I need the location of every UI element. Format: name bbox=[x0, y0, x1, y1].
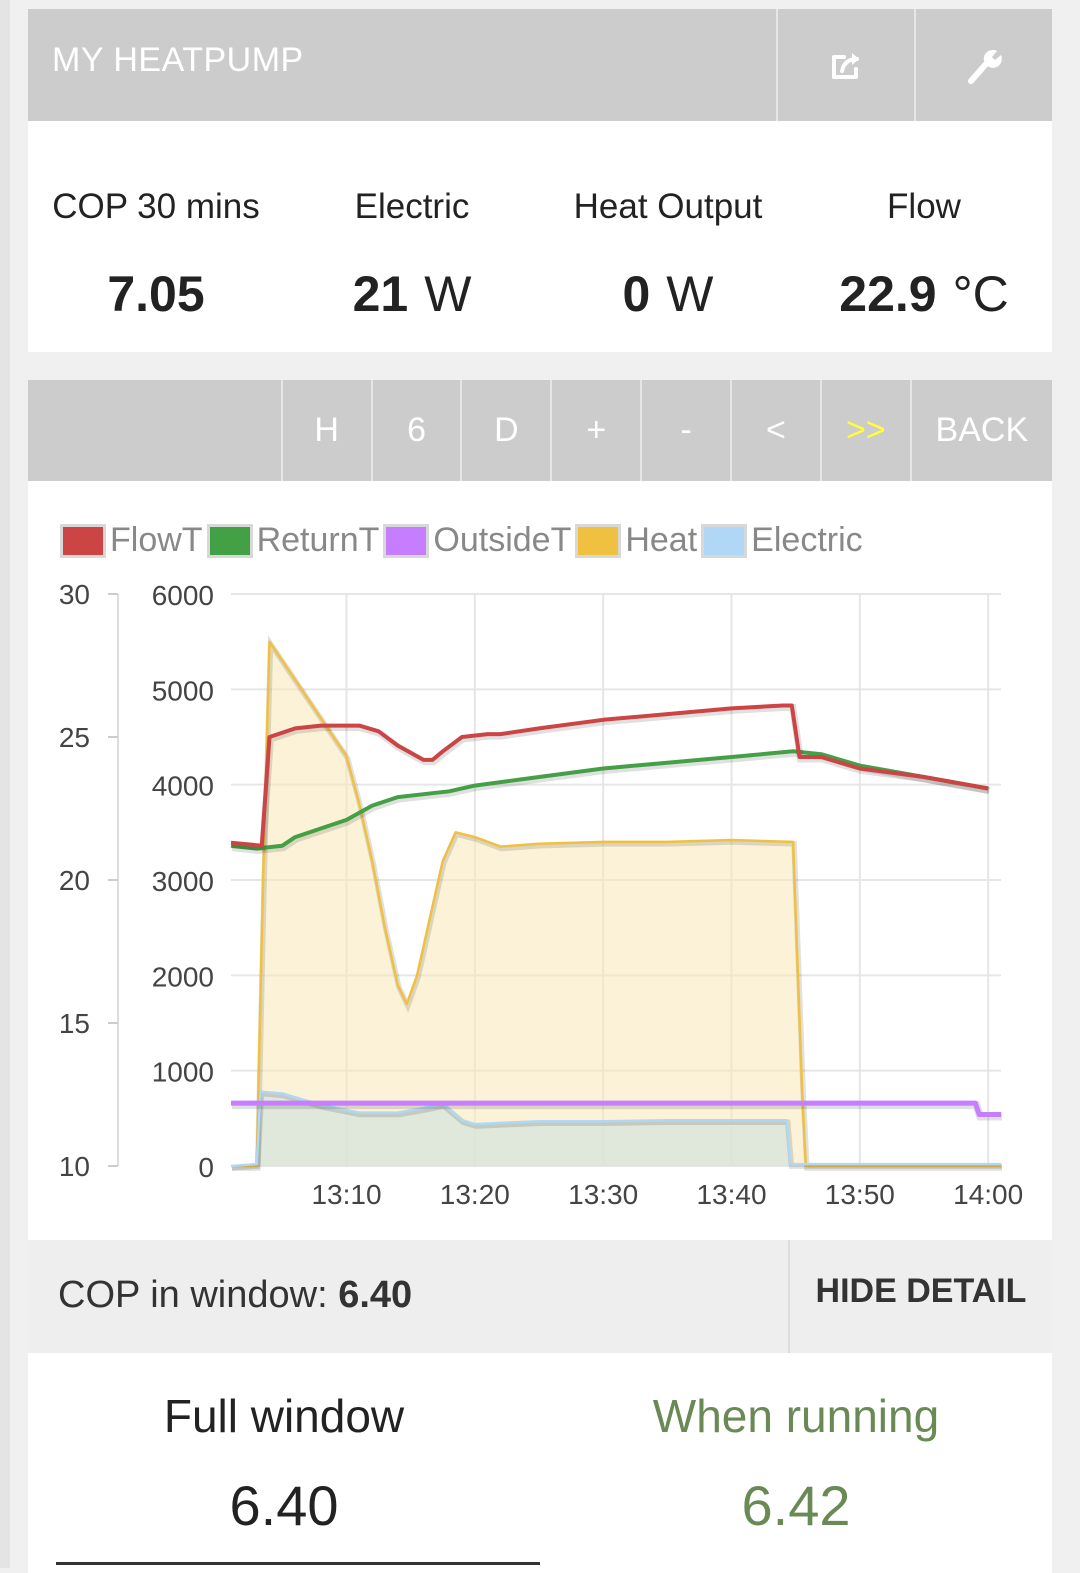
legend-label: OutsideT bbox=[433, 521, 572, 559]
electric-line bbox=[230, 1090, 1001, 1168]
full-window-summary[interactable]: Full window 6.40 bbox=[28, 1353, 540, 1573]
legend-label: FlowT bbox=[110, 521, 203, 559]
y-right-tick-label: 4000 bbox=[152, 771, 214, 802]
legend-item-electric[interactable]: Electric bbox=[701, 521, 863, 560]
page-edge bbox=[0, 0, 10, 1568]
stat-label: Heat Output bbox=[573, 187, 763, 226]
legend-swatch bbox=[206, 523, 253, 558]
y-right-tick-label: 5000 bbox=[152, 675, 214, 706]
heat-line bbox=[231, 640, 1001, 1168]
stat-value: 22.9 °C bbox=[796, 265, 1052, 323]
stat-value: 21 W bbox=[284, 265, 540, 323]
y-left-tick-label: 15 bbox=[59, 1008, 90, 1039]
pan-right-fast-button[interactable]: >> bbox=[819, 380, 910, 481]
y-right-tick-label: 3000 bbox=[152, 866, 214, 897]
y-left-tick-label: 10 bbox=[59, 1151, 90, 1182]
app-header: MY HEATPUMP bbox=[28, 9, 1052, 121]
active-tab-underline bbox=[56, 1562, 540, 1565]
stat-number: 7.05 bbox=[107, 266, 205, 322]
swatch-fill bbox=[209, 526, 250, 555]
legend-swatch bbox=[383, 523, 430, 558]
x-tick-label: 13:50 bbox=[825, 1179, 895, 1210]
settings-button[interactable] bbox=[914, 9, 1052, 121]
legend-item-returnt[interactable]: ReturnT bbox=[206, 521, 380, 560]
stat-unit: °C bbox=[952, 266, 1009, 322]
hide-detail-button[interactable]: HIDE DETAIL bbox=[788, 1240, 1052, 1353]
stat-flow: Flow 22.9 °C bbox=[796, 121, 1052, 352]
full-window-title: Full window bbox=[163, 1390, 405, 1442]
swatch-fill bbox=[63, 526, 103, 555]
swatch-fill bbox=[386, 526, 427, 555]
share-button[interactable] bbox=[776, 9, 914, 121]
legend-label: ReturnT bbox=[256, 521, 380, 559]
heat-area bbox=[231, 641, 1001, 1166]
x-tick-label: 13:40 bbox=[696, 1179, 766, 1210]
outsidet-line bbox=[231, 1100, 1001, 1117]
wrench-icon bbox=[968, 49, 1002, 84]
y-right-tick-label: 2000 bbox=[152, 961, 214, 992]
legend-swatch bbox=[701, 523, 748, 558]
zoom-in-button[interactable]: + bbox=[550, 380, 640, 481]
x-tick-label: 13:20 bbox=[440, 1179, 510, 1210]
stat-label: Flow bbox=[887, 187, 961, 226]
x-tick-label: 13:10 bbox=[311, 1179, 381, 1210]
hour-button[interactable]: H bbox=[280, 380, 371, 481]
x-tick-label: 13:30 bbox=[568, 1179, 638, 1210]
day-button[interactable]: D bbox=[460, 380, 550, 481]
cop-window-label: COP in window: bbox=[58, 1274, 339, 1316]
zoom-out-button[interactable]: - bbox=[640, 380, 730, 481]
cop-window-value: 6.40 bbox=[338, 1274, 413, 1316]
stat-value: 7.05 bbox=[28, 265, 284, 323]
cop-window-bar: COP in window: 6.40 HIDE DETAIL bbox=[28, 1240, 1052, 1353]
stat-unit: W bbox=[666, 266, 714, 322]
stat-electric: Electric 21 W bbox=[284, 121, 540, 352]
chart-panel: 6000 5000 4000 3000 2000 1000 0 13:10 13:20 13:30… bbox=[28, 481, 1052, 1240]
share-icon bbox=[832, 53, 859, 79]
full-window-value: 6.40 bbox=[229, 1474, 339, 1537]
y-left-tick-label: 30 bbox=[59, 579, 90, 610]
chart-toolbar: H 6 D + - < >> BACK bbox=[28, 380, 1052, 481]
stat-label: Electric bbox=[354, 187, 470, 226]
stat-number: 0 bbox=[622, 266, 651, 322]
flowt-line bbox=[230, 703, 989, 848]
legend-swatch bbox=[575, 523, 622, 558]
chart-legend: FlowT ReturnT OutsideT Heat Electric bbox=[60, 521, 867, 560]
swatch-fill bbox=[704, 526, 745, 555]
app-title: MY HEATPUMP bbox=[52, 41, 304, 79]
y-right-tick-label: 0 bbox=[198, 1152, 214, 1183]
stat-number: 21 bbox=[352, 266, 409, 322]
when-running-summary[interactable]: When running 6.42 bbox=[540, 1353, 1052, 1573]
legend-label: Electric bbox=[751, 521, 863, 559]
swatch-fill bbox=[578, 526, 619, 555]
legend-item-outsidet[interactable]: OutsideT bbox=[383, 521, 571, 560]
when-running-title: When running bbox=[652, 1390, 940, 1442]
legend-item-heat[interactable]: Heat bbox=[575, 521, 697, 560]
legend-label: Heat bbox=[625, 521, 698, 559]
stat-unit: W bbox=[424, 266, 472, 322]
power-temperature-chart[interactable]: 6000 5000 4000 3000 2000 1000 0 13:10 13:20 13:30… bbox=[28, 481, 1052, 1240]
legend-swatch bbox=[60, 523, 106, 558]
y-left-tick-label: 25 bbox=[59, 722, 90, 753]
toolbar-spacer bbox=[28, 380, 281, 481]
cop-summary: Full window 6.40 When running 6.42 bbox=[28, 1353, 1052, 1573]
y-right-tick-label: 1000 bbox=[152, 1057, 214, 1088]
y-left-tick-label: 20 bbox=[59, 865, 90, 896]
electric-area bbox=[231, 1091, 1001, 1166]
legend-item-flowt[interactable]: FlowT bbox=[60, 521, 203, 560]
x-tick-label: 14:00 bbox=[953, 1179, 1023, 1210]
six-hour-button[interactable]: 6 bbox=[370, 380, 461, 481]
returnt-line bbox=[230, 749, 989, 851]
stat-cop: COP 30 mins 7.05 bbox=[28, 121, 284, 352]
stat-number: 22.9 bbox=[839, 266, 937, 322]
cop-window-text: COP in window: 6.40 bbox=[28, 1240, 788, 1353]
stats-panel: COP 30 mins 7.05 Electric 21 W Heat Outpu… bbox=[28, 121, 1052, 352]
app-container: MY HEATPUMP COP 30 mins 7.05 Electric 21… bbox=[28, 9, 1052, 1573]
back-button[interactable]: BACK bbox=[909, 380, 1052, 481]
stat-label: COP 30 mins bbox=[52, 187, 260, 226]
y-right-tick-label: 6000 bbox=[152, 580, 214, 611]
when-running-value: 6.42 bbox=[741, 1474, 851, 1537]
pan-left-button[interactable]: < bbox=[730, 380, 820, 481]
